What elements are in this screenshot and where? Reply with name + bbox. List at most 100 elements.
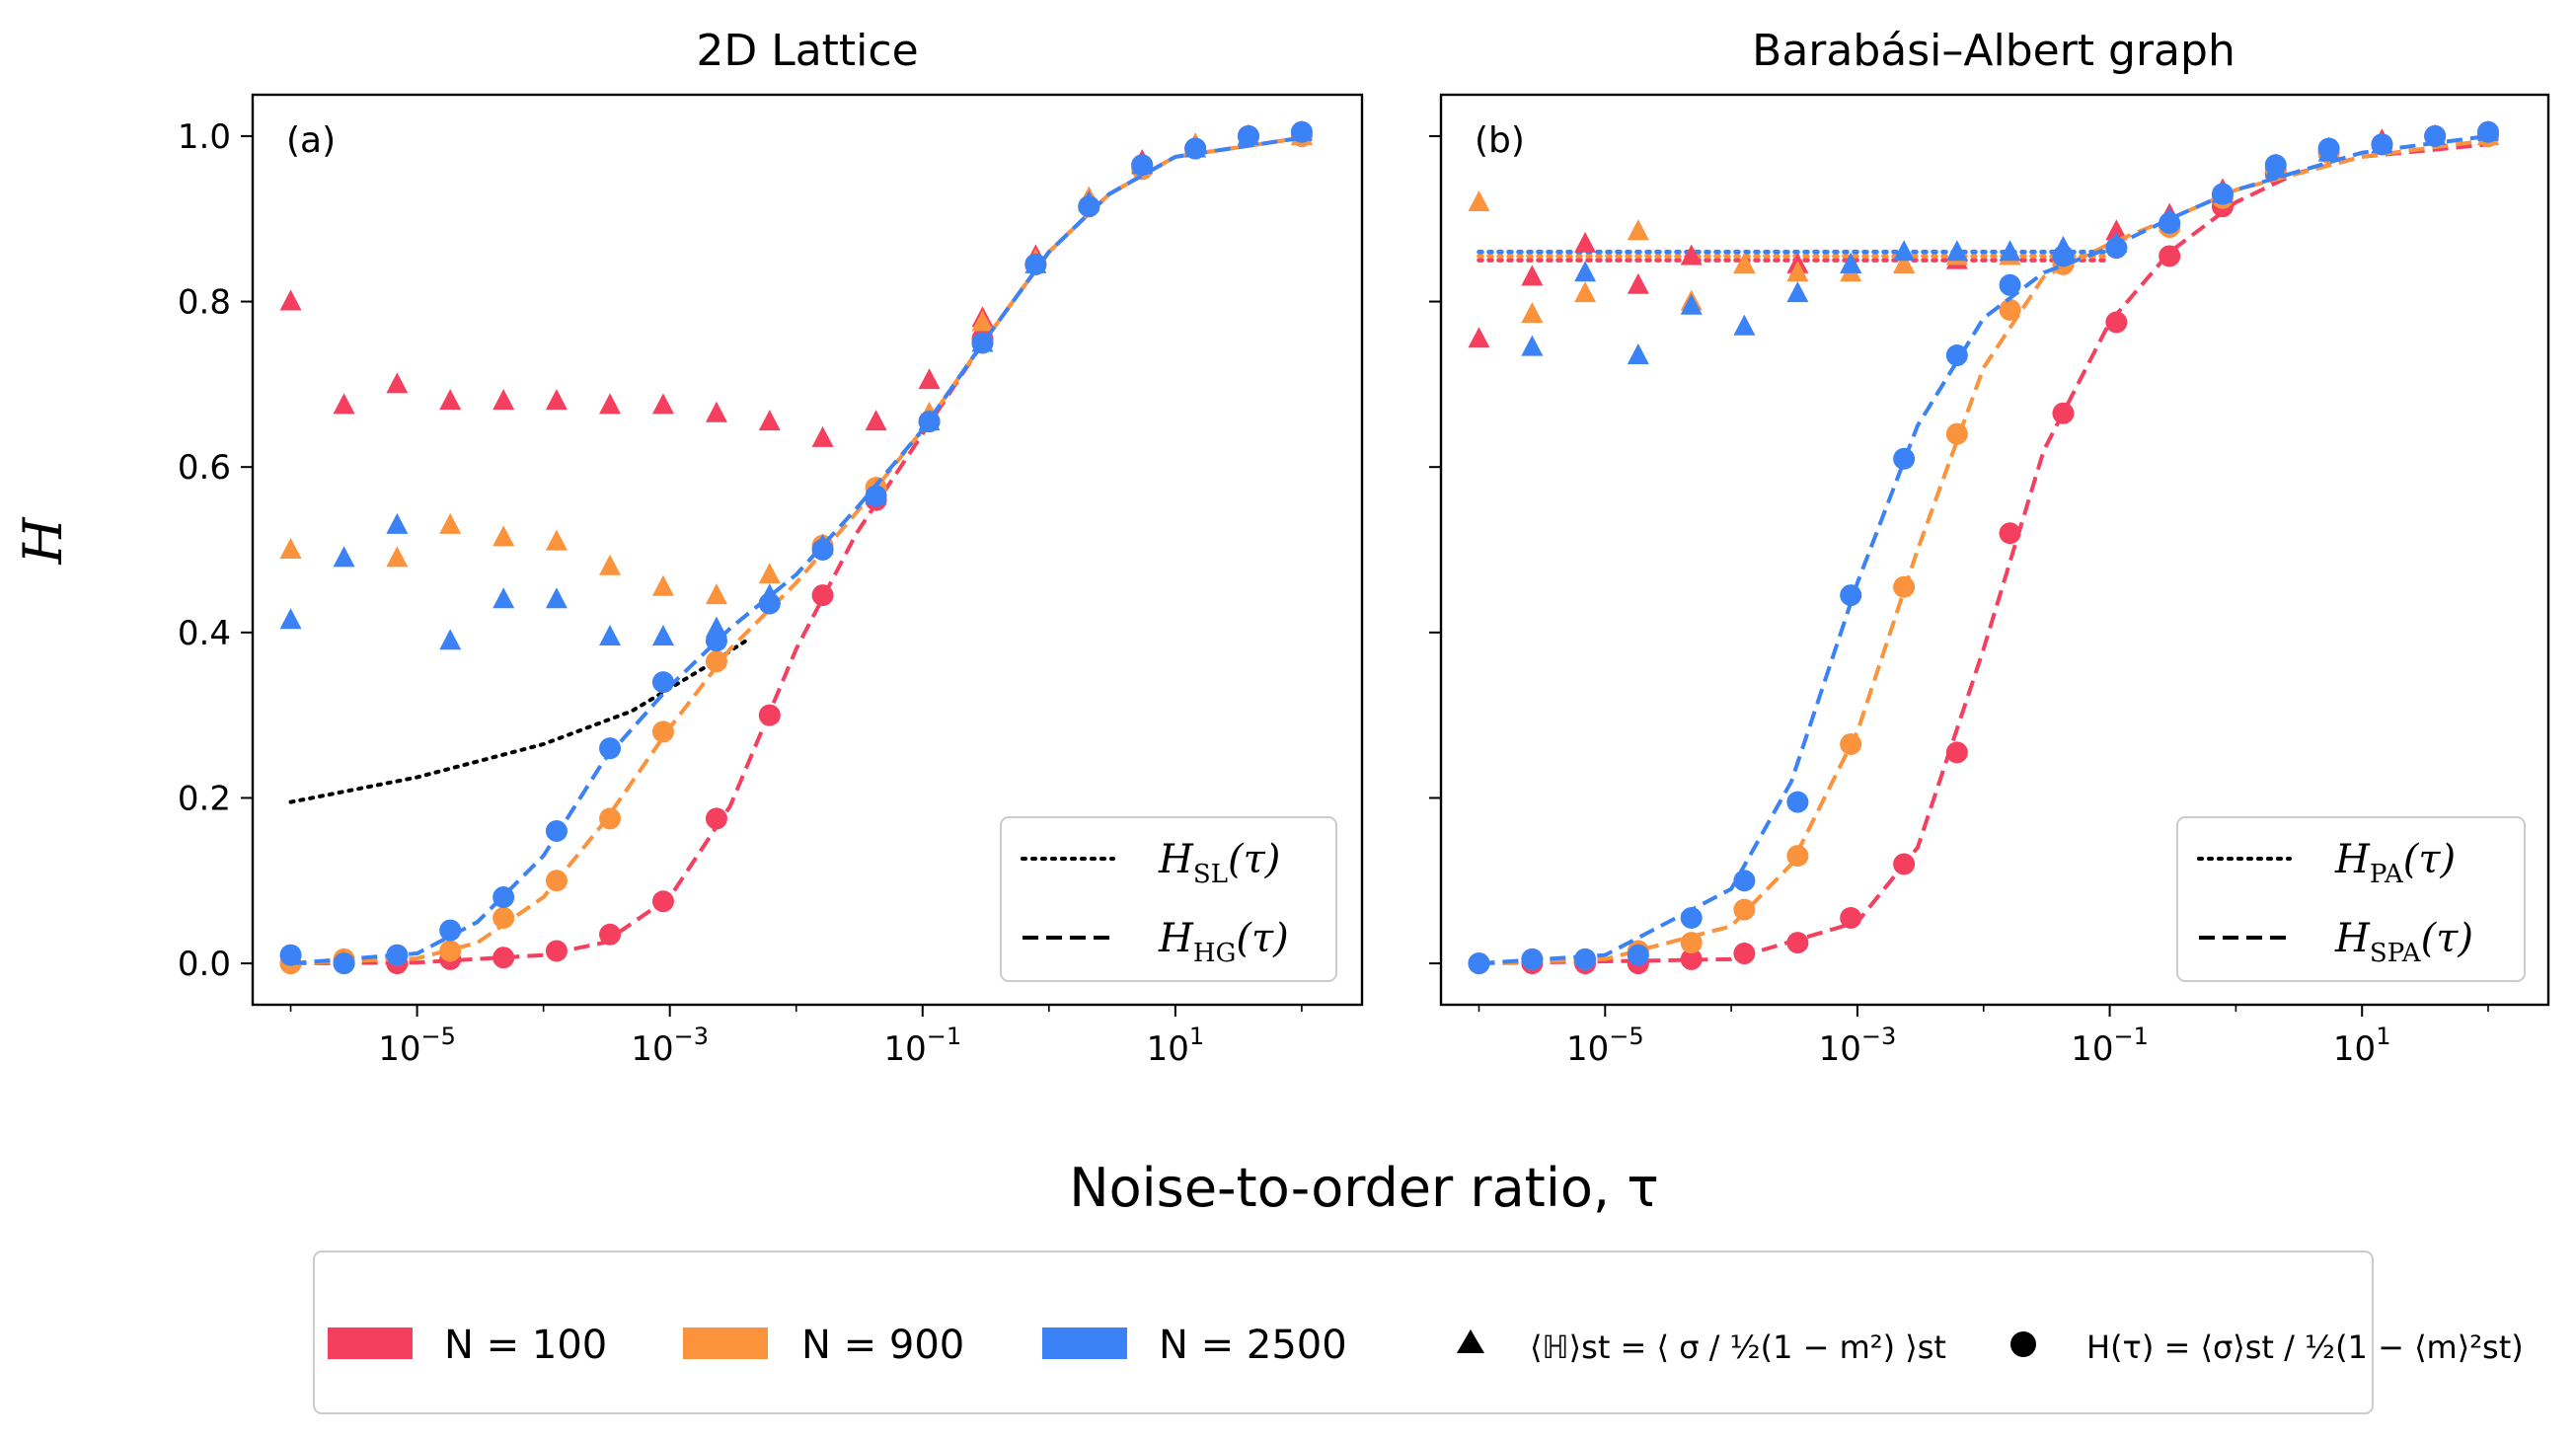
panel-a-2d-lattice: 2D Lattice (a) 10−5 10−3 10−1 1010.00.20.40…: [178, 26, 1364, 1069]
panel-a-theory-dotted-line: [288, 639, 748, 804]
panel-a-axes-frame: [251, 93, 1364, 1007]
panel-a-legend-dotted-main: H: [1158, 837, 1194, 882]
panel-a-n900-triangle-point: [758, 563, 781, 584]
panel-b-n2500-triangle-point: [1786, 281, 1809, 303]
panel-a-n2500-circle-point: [651, 671, 674, 694]
panel-a-x-tick-label: 10−1: [883, 1023, 961, 1069]
panel-b-n100-circle-point: [1893, 853, 1916, 875]
panel-a-n100-circle-point: [705, 807, 727, 830]
panel-a-x-tick-base: 10: [883, 1029, 926, 1069]
panel-a-n900-triangle-point: [279, 538, 302, 559]
panel-b-n900-triangle-point: [1468, 190, 1490, 211]
panel-a-n2500-triangle-point: [651, 625, 674, 646]
panel-a-n2500-circle-point: [865, 485, 887, 507]
legend-n900-label: N = 900: [801, 1323, 964, 1368]
panel-a-n100-triangle-point: [651, 393, 674, 415]
panel-b-n2500-circle-point: [2317, 137, 2340, 160]
panel-a-legend-dotted-arg: (τ): [1228, 837, 1280, 882]
panel-a-n2500-circle-point: [1184, 137, 1207, 160]
panel-a-n900-triangle-point: [492, 525, 515, 547]
panel-a-n100-triangle-point: [705, 401, 727, 422]
legend-triangle-formula: ⟨ℍ⟩st = ⟨ σ / ½(1 − m²) ⟩st: [1530, 1328, 1946, 1366]
panel-a-n2500-circle-point: [811, 539, 834, 561]
panel-b-n100-circle-point: [2052, 402, 2075, 424]
legend-n2500-swatch: [1042, 1327, 1127, 1359]
panel-b-n2500-triangle-point: [1893, 240, 1916, 262]
panel-a-n900-triangle-point: [386, 546, 409, 568]
panel-b-tick-layer: 10−5 10−3 10−1 101: [1429, 134, 2489, 1069]
panel-a-n100-circle-point: [545, 940, 568, 962]
panel-b-n100-circle-point: [1733, 943, 1756, 965]
panel-b-n2500-triangle-point: [1627, 343, 1649, 365]
panel-a-y-tick-label: 0.4: [178, 614, 231, 653]
legend-n2500-label: N = 2500: [1159, 1323, 1347, 1368]
panel-a-x-tick-base: 10: [378, 1029, 420, 1069]
panel-a-n900-circle-point: [492, 906, 515, 929]
panel-b-n2500-triangle-point: [1733, 314, 1756, 336]
panel-a-legend-dashed-main: H: [1158, 916, 1194, 961]
panel-b-n900-triangle-point: [1521, 302, 1544, 324]
legend-triangle-marker: [1457, 1329, 1484, 1353]
panel-b-n2500-triangle-point: [1945, 240, 1968, 262]
panel-b-n2500-circle-point: [2477, 120, 2500, 143]
panel-a-n900-triangle-point: [651, 574, 674, 596]
panel-b-legend: HPA(τ) HSPA(τ): [2176, 816, 2526, 982]
panel-b-n100-triangle-point: [1627, 272, 1649, 294]
panel-b-n900-dashed-curve: [1478, 138, 2489, 966]
panel-a-n2500-triangle-point: [386, 512, 409, 534]
panel-a-data-layer: [279, 119, 1313, 975]
panel-a-n2500-triangle-point: [439, 629, 462, 650]
panel-b-n900-circle-point: [1893, 575, 1916, 598]
panel-b-x-tick-exponent: 1: [2376, 1023, 2390, 1050]
panel-b-legend-dashed-arg: (τ): [2421, 916, 2473, 961]
panel-a-n100-triangle-point: [758, 410, 781, 431]
panel-a-n2500-circle-point: [1237, 124, 1259, 147]
legend-circle-formula: H(τ) = ⟨σ⟩st / ½(1 − ⟨m⟩²st): [2086, 1328, 2524, 1366]
panel-b-x-tick-label: 10−3: [1819, 1023, 1897, 1069]
panel-b-x-tick-exponent: −1: [2114, 1023, 2149, 1050]
panel-a-n2500-circle-point: [705, 630, 727, 652]
panel-b-legend-dashed-sub: SPA: [2370, 939, 2422, 968]
panel-a-x-tick-exponent: 1: [1189, 1023, 1204, 1050]
panel-a-n100-triangle-point: [279, 289, 302, 311]
panel-a-x-tick-base: 10: [1147, 1029, 1189, 1069]
panel-a-n2500-triangle-point: [492, 587, 515, 609]
panel-b-n2500-triangle-point: [1680, 293, 1703, 315]
panel-a-n2500-circle-point: [758, 592, 781, 615]
panel-b-legend-dotted-main: H: [2334, 837, 2371, 882]
panel-b-n2500-circle-point: [1786, 791, 1809, 813]
panel-b-data-layer: [1468, 119, 2500, 975]
panel-b-n2500-circle-point: [2211, 183, 2234, 205]
panel-b-n2500-circle-point: [1468, 952, 1490, 975]
panel-b-n900-triangle-point: [1786, 261, 1809, 282]
panel-b-n2500-circle-point: [1574, 948, 1597, 970]
panel-a-y-tick-label: 0.2: [178, 779, 231, 818]
panel-a-n2500-circle-point: [545, 819, 568, 842]
panel-b-x-tick-label: 10−1: [2071, 1023, 2149, 1069]
panel-b-n900-circle-point: [1999, 298, 2021, 321]
panel-b-n900-triangle-point: [1627, 219, 1649, 241]
panel-b-n2500-circle-point: [2264, 154, 2287, 177]
panel-b-x-tick-base: 10: [2333, 1029, 2376, 1069]
panel-a-n2500-circle-point: [439, 919, 462, 942]
panel-a-n2500-circle-point: [386, 944, 409, 966]
panel-b-n900-triangle-point: [1574, 281, 1597, 303]
panel-b-x-tick-exponent: −3: [1861, 1023, 1896, 1050]
legend-n100-swatch: [328, 1327, 413, 1359]
panel-a-n100-triangle-point: [545, 389, 568, 411]
x-axis-label: Noise-to-order ratio, τ: [1069, 1157, 1658, 1219]
panel-a-y-tick-label: 0.0: [178, 945, 231, 984]
panel-a-x-tick-exponent: −1: [927, 1023, 961, 1050]
panel-b-n2500-triangle-point: [1999, 240, 2021, 262]
panel-b-n900-triangle-point: [1893, 252, 1916, 273]
panel-a-legend-dashed-sub: HG: [1193, 939, 1236, 968]
panel-a-n2500-circle-point: [1078, 195, 1100, 218]
panel-a-n2500-triangle-point: [279, 608, 302, 630]
panel-b-n900-circle-point: [1733, 898, 1756, 921]
panel-a-x-tick-exponent: −3: [674, 1023, 709, 1050]
panel-a-n100-triangle-point: [599, 393, 622, 415]
panel-a-n900-circle-point: [439, 940, 462, 962]
panel-a-y-tick-label: 0.8: [178, 283, 231, 323]
bottom-legend: N = 100 N = 900 N = 2500 ⟨ℍ⟩st = ⟨ σ / ½…: [313, 1251, 2524, 1414]
legend-n900-swatch: [683, 1327, 768, 1359]
